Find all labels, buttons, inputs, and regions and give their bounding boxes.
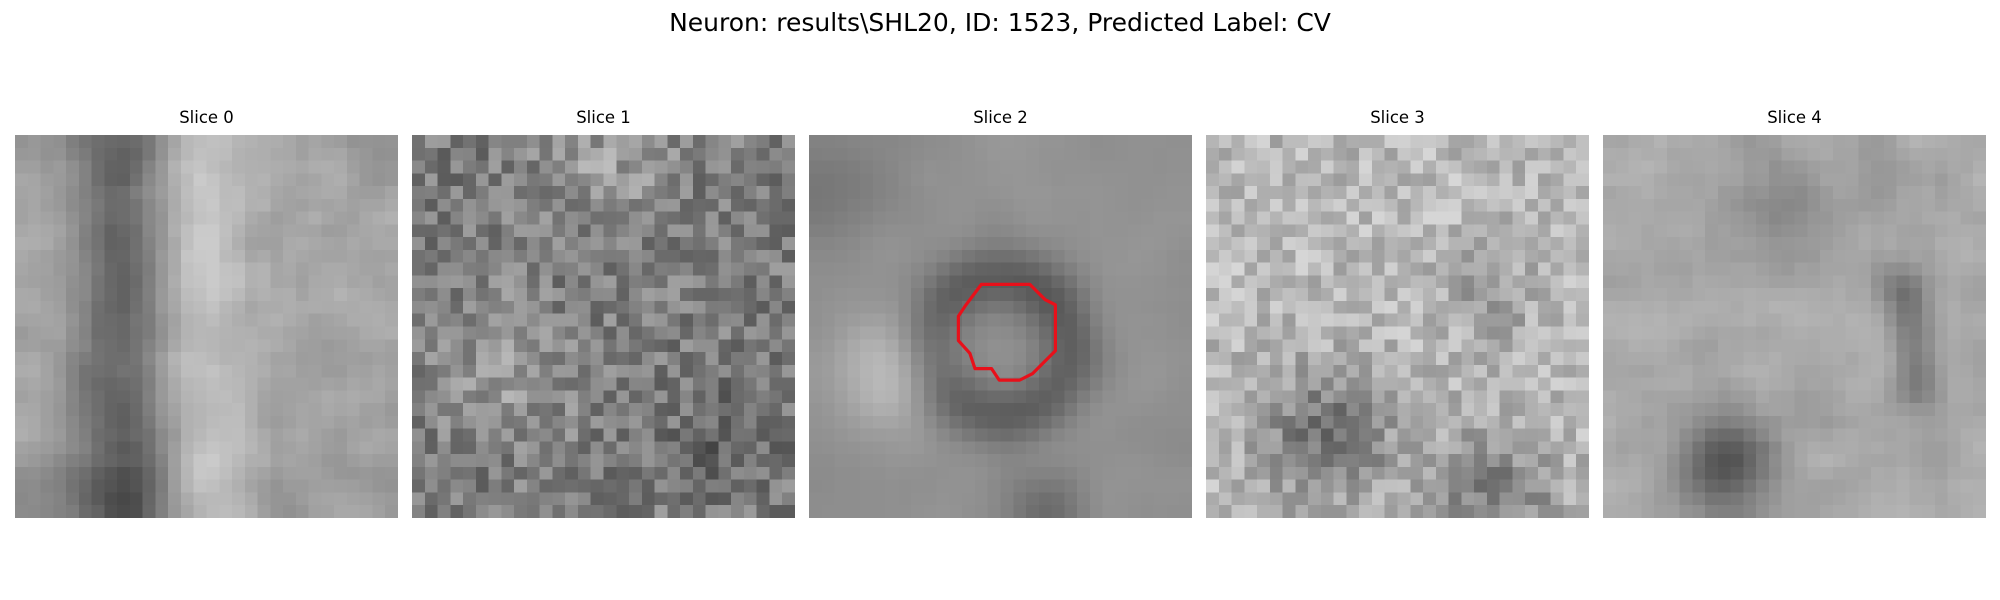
slice-image-2 [809, 135, 1192, 518]
slice-image-0 [15, 135, 398, 518]
slice-title: Slice 0 [179, 108, 234, 127]
slice-title: Slice 3 [1370, 108, 1425, 127]
slice-title: Slice 1 [576, 108, 631, 127]
segmentation-contour [956, 282, 1057, 382]
slice-image-4 [1603, 135, 1986, 518]
slice-image-1 [412, 135, 795, 518]
slice-image-3 [1206, 135, 1589, 518]
figure-title: Neuron: results\SHL20, ID: 1523, Predict… [669, 8, 1331, 37]
slice-title: Slice 4 [1767, 108, 1822, 127]
slice-title: Slice 2 [973, 108, 1028, 127]
